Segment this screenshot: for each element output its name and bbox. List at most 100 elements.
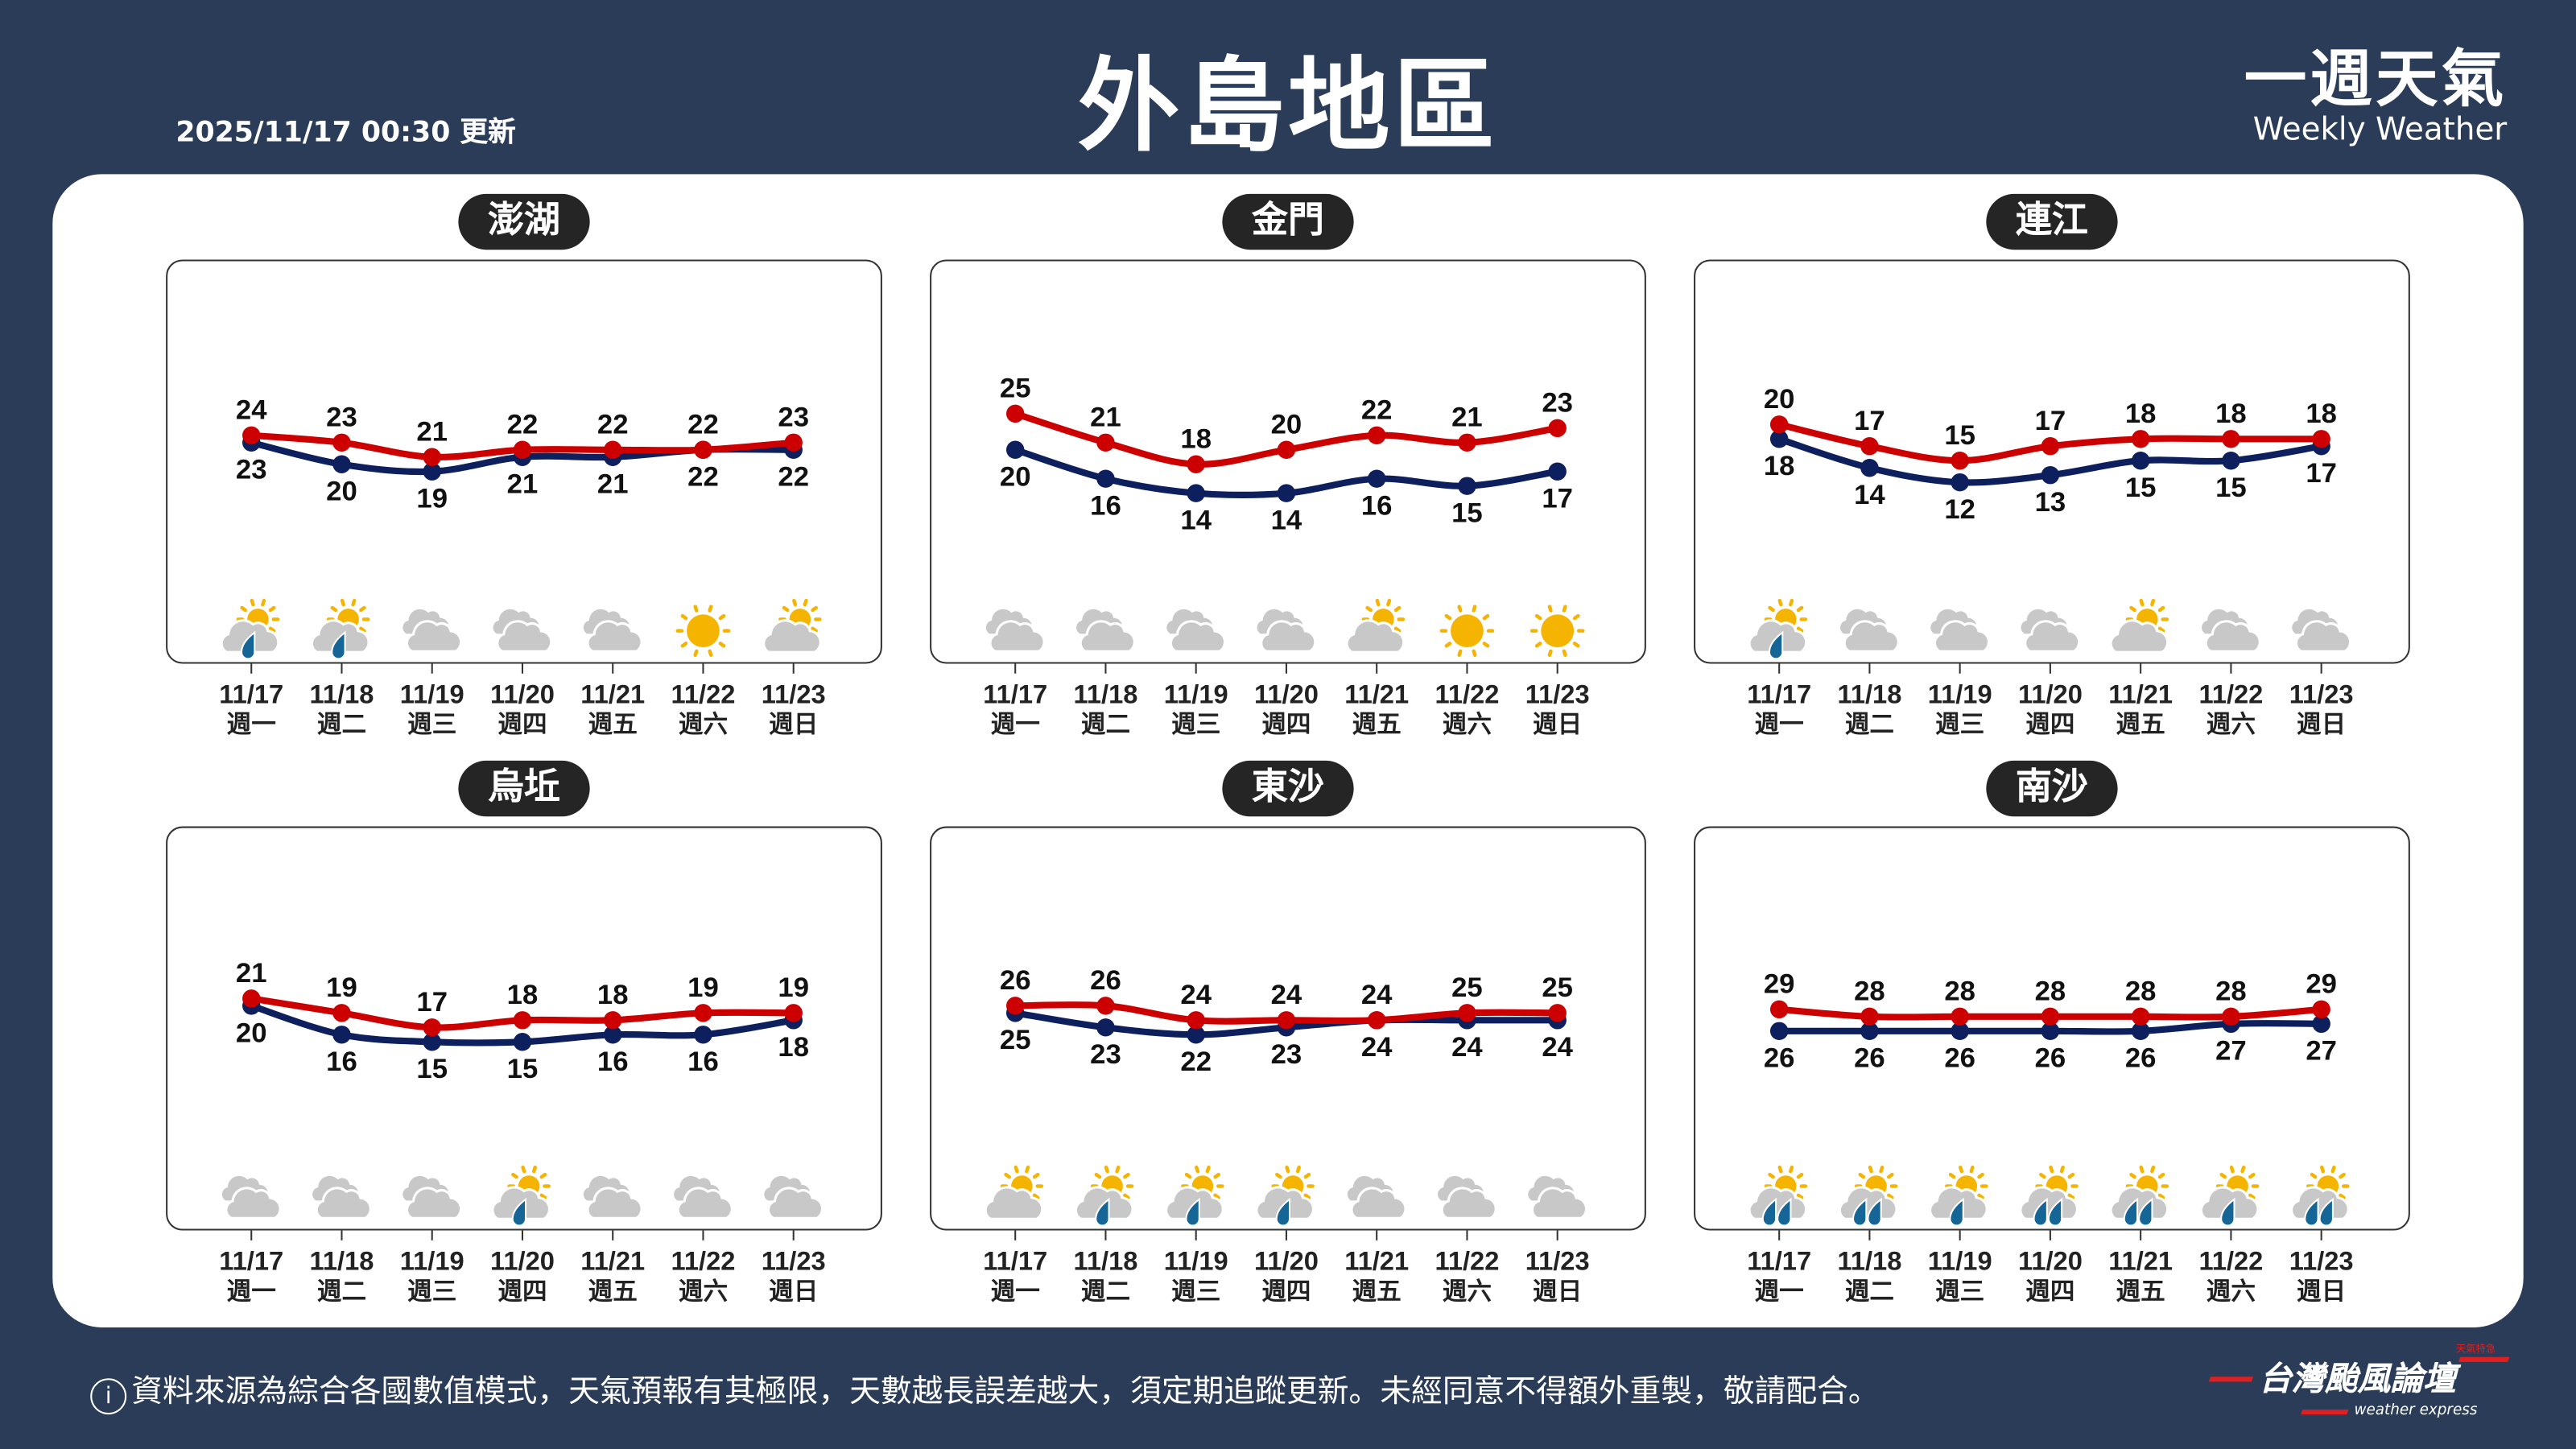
weekday-label: 週四	[2025, 1278, 2074, 1305]
low-temp-label: 16	[597, 1046, 629, 1077]
low-temp-point	[2312, 1014, 2330, 1034]
weekday-label: 週二	[1845, 1278, 1894, 1305]
high-temp-point	[242, 989, 261, 1008]
weekday-label: 週五	[2116, 1278, 2165, 1305]
cloudy-icon	[762, 1173, 824, 1220]
high-temp-point	[603, 440, 622, 459]
page-title: 外島地區	[1077, 46, 1499, 167]
high-temp-label: 19	[326, 972, 357, 1003]
high-temp-label: 17	[2035, 406, 2066, 436]
partly-cloudy-rain-icon	[1165, 1165, 1224, 1227]
weekday-label: 週六	[679, 711, 728, 738]
low-temp-label: 23	[1090, 1039, 1121, 1070]
weekday-label: 週二	[1081, 711, 1130, 738]
high-temp-point	[1277, 1011, 1296, 1030]
high-temp-point	[1548, 1004, 1567, 1022]
date-label: 11/22	[1435, 679, 1499, 708]
forecast-panel: 烏坵 20 16 15 15 16 16 18 21 19 17 18 18 19 19 11/17 週一 11/…	[166, 760, 882, 1305]
high-temp-label: 26	[1090, 965, 1121, 996]
high-temp-point	[2131, 430, 2150, 448]
region-title: 南沙	[1986, 760, 2118, 817]
low-temp-point	[423, 1033, 441, 1051]
date-label: 11/21	[1344, 679, 1409, 708]
low-temp-label: 23	[236, 455, 267, 485]
high-temp-point	[332, 1004, 351, 1022]
update-time: 2025/11/17 00:30 更新	[175, 116, 516, 150]
low-temp-label: 24	[1542, 1032, 1573, 1063]
weekday-label: 週六	[1443, 711, 1492, 738]
low-temp-point	[2222, 452, 2240, 470]
weekday-label: 週日	[1533, 1278, 1582, 1305]
high-temp-label: 28	[1854, 976, 1885, 1006]
weekday-label: 週日	[2297, 1278, 2346, 1305]
low-temp-point	[1860, 1022, 1879, 1041]
date-label: 11/17	[219, 1246, 283, 1276]
logo-tag: 天氣特急	[2455, 1344, 2496, 1356]
low-temp-label: 20	[236, 1018, 267, 1048]
low-temp-point	[1367, 469, 1386, 488]
date-label: 11/20	[490, 1246, 555, 1276]
partly-cloudy-rain-icon	[1929, 1165, 1988, 1227]
partly-cloudy-heavy-rain-icon	[2019, 1165, 2079, 1227]
weekday-label: 週四	[497, 711, 547, 738]
date-label: 11/21	[580, 679, 645, 708]
weekday-label: 週二	[1845, 711, 1894, 738]
low-temp-label: 14	[1180, 506, 1212, 536]
weekday-label: 週三	[407, 711, 456, 738]
high-temp-label: 23	[778, 402, 809, 432]
low-temp-label: 14	[1271, 506, 1302, 536]
high-temp-point	[423, 448, 441, 466]
partly-cloudy-icon	[1345, 598, 1406, 654]
high-temp-label: 21	[416, 416, 448, 447]
cloudy-icon	[1074, 606, 1136, 653]
low-temp-label: 15	[2125, 473, 2157, 503]
high-temp-label: 25	[1451, 972, 1483, 1003]
date-label: 11/23	[762, 1246, 826, 1276]
high-temp-point	[1951, 452, 1969, 470]
partly-cloudy-rain-icon	[491, 1165, 551, 1227]
brand-block: 一週天氣 Weekly Weather	[2244, 46, 2508, 148]
date-label: 11/22	[1435, 1246, 1499, 1276]
partly-cloudy-heavy-rain-icon	[2290, 1165, 2350, 1227]
high-temp-label: 22	[507, 409, 539, 440]
date-label: 11/18	[310, 679, 374, 708]
low-temp-label: 21	[507, 469, 539, 500]
high-temp-point	[694, 440, 712, 459]
high-temp-label: 19	[778, 972, 809, 1003]
date-label: 11/17	[983, 1246, 1047, 1276]
weekday-label: 週一	[991, 1278, 1040, 1305]
low-temp-point	[1769, 1022, 1789, 1041]
low-temp-point	[423, 462, 441, 481]
sunny-icon	[1530, 605, 1585, 657]
low-temp-point	[1951, 1022, 1969, 1041]
low-temp-point	[1458, 477, 1476, 495]
low-temp-label: 15	[1451, 498, 1483, 529]
high-temp-label: 18	[2125, 398, 2157, 429]
high-temp-point	[1187, 455, 1205, 473]
cloudy-icon	[1928, 606, 1991, 653]
high-temp-point	[1548, 419, 1567, 438]
partly-cloudy-icon	[984, 1165, 1044, 1220]
high-temp-label: 18	[597, 980, 629, 1010]
high-temp-label: 22	[1361, 394, 1393, 425]
high-temp-point	[332, 433, 351, 452]
low-temp-label: 22	[687, 462, 719, 493]
high-temp-point	[1096, 997, 1115, 1015]
cloudy-icon	[1435, 1173, 1497, 1220]
partly-cloudy-icon	[2109, 598, 2169, 654]
low-temp-point	[513, 1033, 532, 1051]
low-temp-label: 21	[597, 469, 629, 500]
weekday-label: 週三	[1935, 711, 1984, 738]
low-temp-point	[2041, 1022, 2060, 1041]
weekday-label: 週三	[1935, 1278, 1984, 1305]
high-temp-point	[1860, 437, 1879, 456]
high-temp-point	[694, 1004, 712, 1022]
brand-subtitle: Weekly Weather	[2252, 111, 2508, 148]
high-temp-point	[1367, 426, 1386, 445]
high-temp-point	[1769, 415, 1789, 434]
date-label: 11/19	[1164, 679, 1228, 708]
cloudy-icon	[1838, 606, 1900, 653]
high-temp-point	[784, 433, 803, 452]
high-temp-label: 23	[1542, 387, 1573, 418]
